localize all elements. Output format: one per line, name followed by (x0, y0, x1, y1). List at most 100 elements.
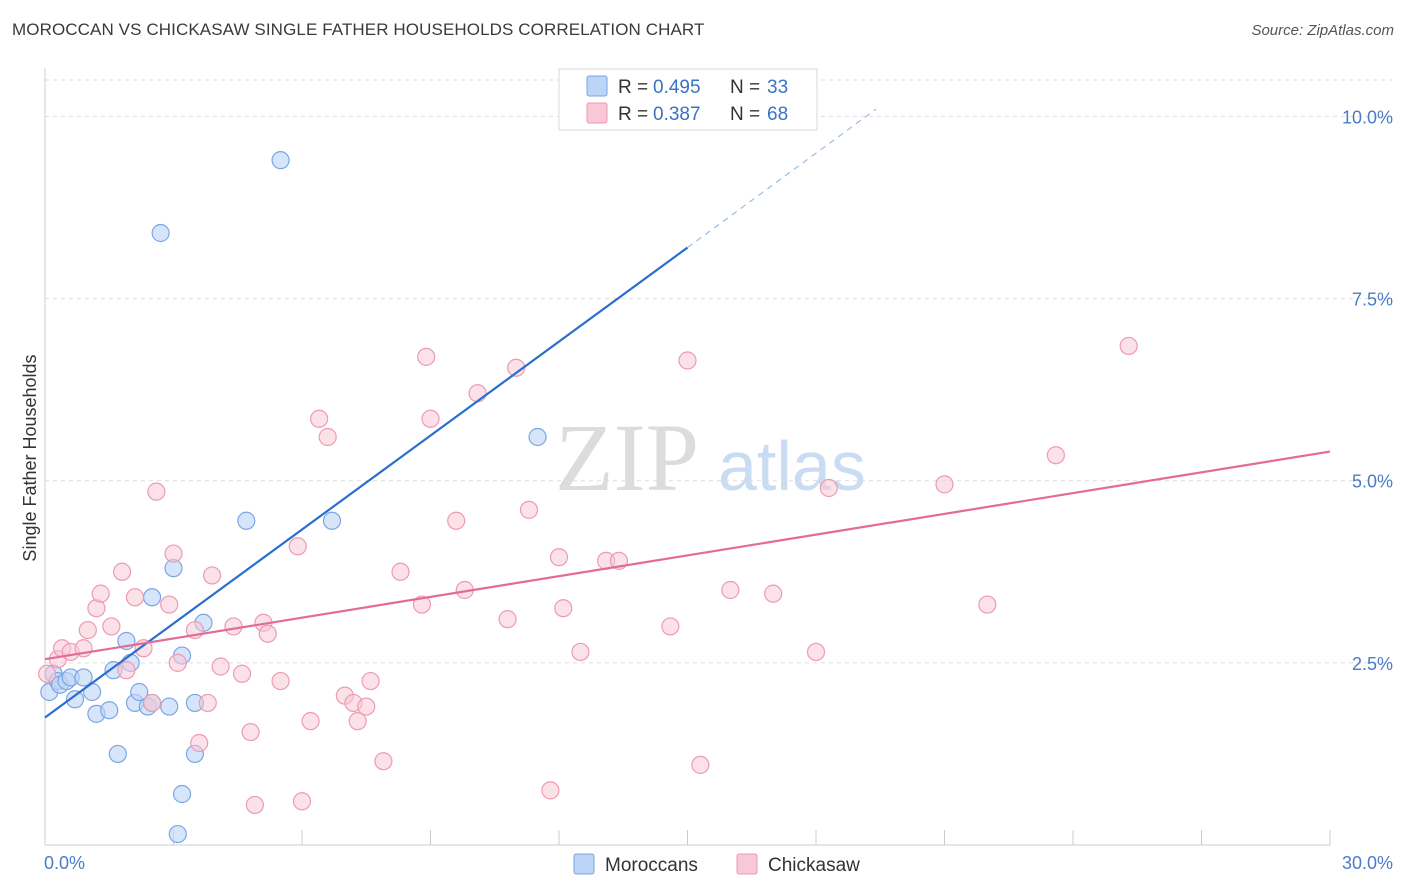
y-tick-label: 2.5% (1352, 654, 1393, 674)
moroccans-points (40, 151, 547, 844)
chickasaw-point (661, 617, 680, 636)
chickasaw-point (91, 584, 110, 603)
moroccans-point (271, 151, 290, 170)
chickasaw-point (721, 580, 740, 600)
chickasaw-point (468, 384, 487, 403)
moroccans-point (74, 668, 93, 687)
chickasaw-point (691, 755, 710, 774)
bottom-legend-label-moroccans: Moroccans (605, 855, 698, 876)
bottom-legend: Moroccans Chickasaw (573, 853, 860, 876)
stats-n-value-chickasaw: 68 (767, 104, 788, 125)
chickasaw-point (412, 595, 432, 614)
x-tick-label-max: 30.0% (1342, 853, 1393, 873)
chickasaw-point (541, 781, 560, 800)
grid (45, 79, 1392, 664)
chart-title: MOROCCAN VS CHICKASAW SINGLE FATHER HOUS… (12, 20, 705, 39)
chickasaw-point (224, 617, 243, 636)
chickasaw-point (258, 624, 277, 643)
chickasaw-point (292, 792, 312, 811)
moroccans-point (142, 588, 162, 607)
chickasaw-point (447, 511, 466, 530)
watermark-zip: ZIP (555, 404, 699, 511)
chickasaw-point (421, 409, 440, 428)
stats-n-value-moroccans: 33 (767, 77, 788, 98)
y-tick-label: 10.0% (1342, 107, 1393, 127)
watermark-atlas: atlas (718, 427, 866, 505)
moroccans-point (130, 682, 149, 702)
x-tick-labels: 0.0% 30.0% (44, 853, 1393, 873)
chickasaw-point (147, 482, 166, 501)
chickasaw-point (232, 664, 252, 683)
chickasaw-point (245, 795, 264, 815)
stats-r-label-chickasaw: R = (618, 104, 648, 125)
chickasaw-point (310, 409, 329, 428)
chickasaw-point (211, 657, 230, 676)
watermark: ZIP atlas (555, 404, 866, 511)
chickasaw-point (978, 595, 997, 614)
chickasaw-point (348, 712, 367, 731)
chickasaw-point (1046, 446, 1065, 465)
y-tick-label: 5.0% (1352, 472, 1393, 492)
stats-legend-swatch-chickasaw (586, 102, 608, 124)
chickasaw-point (318, 427, 337, 447)
chickasaw-point (198, 693, 217, 713)
trendlines (44, 108, 1331, 719)
bottom-legend-swatch-chickasaw (736, 853, 758, 875)
chickasaw-point (764, 584, 783, 603)
x-tick-label-min: 0.0% (44, 853, 85, 873)
chickasaw-point (498, 610, 517, 629)
moroccans-point (65, 690, 85, 709)
moroccans-trendline (44, 246, 689, 719)
chickasaw-point (125, 588, 145, 607)
chickasaw-point (190, 733, 209, 753)
chickasaw-point (391, 562, 410, 581)
chickasaw-point (117, 661, 136, 680)
chickasaw-point (241, 722, 260, 742)
chickasaw-point (519, 500, 539, 519)
axes (44, 68, 1331, 846)
stats-n-label-moroccans: N = (730, 77, 760, 98)
chickasaw-point (38, 664, 57, 683)
chickasaw-point (678, 351, 697, 370)
moroccans-point (151, 223, 170, 243)
chickasaw-point (571, 642, 590, 662)
moroccans-point (168, 824, 187, 844)
chickasaw-point (554, 599, 573, 618)
chickasaw-point (112, 562, 132, 581)
y-tick-label: 7.5% (1352, 290, 1393, 310)
stats-legend-swatch-moroccans (586, 75, 608, 97)
chickasaw-point (301, 712, 320, 731)
chickasaw-point (168, 653, 187, 672)
chickasaw-point (361, 671, 380, 691)
moroccans-point (237, 511, 256, 530)
stats-r-value-moroccans: 0.495 (653, 77, 701, 98)
chickasaw-point (160, 595, 179, 614)
chickasaw-point (374, 752, 393, 771)
moroccans-point (100, 701, 119, 720)
moroccans-point (108, 744, 127, 764)
chickasaw-trendline (44, 450, 1331, 661)
chickasaw-point (202, 566, 222, 585)
moroccans-point (172, 784, 192, 804)
chickasaw-point (102, 617, 121, 636)
bottom-legend-label-chickasaw: Chickasaw (768, 855, 860, 876)
moroccans-point (528, 427, 547, 447)
bottom-legend-swatch-moroccans (573, 853, 595, 875)
chickasaw-point (271, 671, 290, 691)
chickasaw-point (819, 478, 838, 498)
y-tick-labels: 2.5% 5.0% 7.5% 10.0% (1342, 107, 1393, 673)
chickasaw-point (806, 642, 826, 662)
moroccans-point (160, 697, 179, 716)
stats-r-value-chickasaw: 0.387 (653, 104, 701, 125)
chickasaw-point (935, 475, 954, 494)
chickasaw-point (1119, 336, 1138, 356)
moroccans-trendline-extension (687, 108, 877, 249)
chickasaw-point (357, 697, 376, 716)
chickasaw-point (288, 537, 307, 556)
chickasaw-point (417, 347, 436, 366)
chickasaw-point (549, 548, 569, 567)
chickasaw-point (142, 693, 162, 713)
chickasaw-point (78, 620, 97, 640)
